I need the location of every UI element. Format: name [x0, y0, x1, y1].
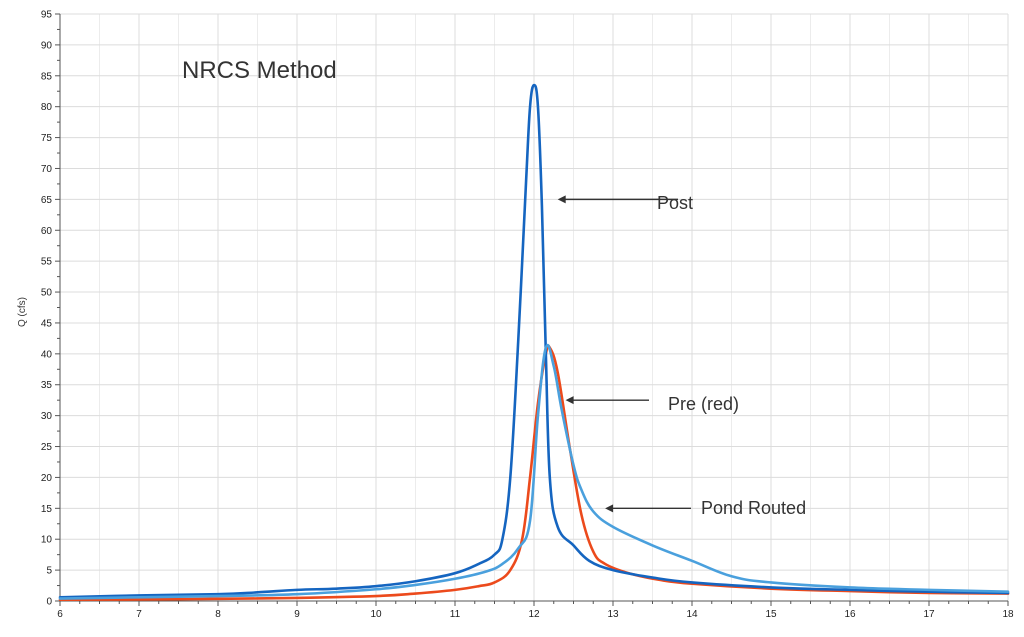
y-tick-label: 35	[41, 380, 53, 391]
post-annotation-arrow-head	[557, 195, 566, 204]
y-tick-label: 95	[41, 10, 53, 21]
x-tick-label: 14	[686, 609, 698, 620]
series-layer	[58, 83, 1010, 602]
x-tick-label: 16	[844, 609, 856, 620]
x-tick-label: 15	[765, 609, 777, 620]
y-tick-label: 85	[41, 71, 53, 82]
axis-layer: 0 5 10 15 20 25 30 35 40 45 50 55 60 65 70 75 80 85 90 95 6 7…	[41, 10, 1014, 621]
pond-routed-annotation-arrow-head	[605, 504, 614, 513]
y-axis-label: Q (cfs)	[17, 297, 28, 327]
y-tick-label: 40	[41, 349, 53, 360]
y-tick-label: 60	[41, 226, 53, 237]
x-tick-label: 6	[57, 609, 63, 620]
x-tick-label: 9	[294, 609, 300, 620]
pond-routed-annotation-label: Pond Routed	[701, 498, 806, 518]
y-tick-label: 0	[46, 597, 52, 608]
x-tick-label: 12	[528, 609, 540, 620]
post-series-line	[58, 83, 1010, 599]
pond-routed-series-line	[58, 343, 1010, 600]
y-tick-label: 45	[41, 318, 53, 329]
y-tick-label: 90	[41, 40, 53, 51]
y-tick-label: 30	[41, 411, 53, 422]
pre-annotation-arrow-head	[565, 396, 574, 405]
y-tick-label: 5	[46, 566, 52, 577]
y-tick-label: 75	[41, 133, 53, 144]
y-tick-label: 80	[41, 102, 53, 113]
x-tick-label: 13	[607, 609, 619, 620]
y-tick-label: 70	[41, 164, 53, 175]
x-tick-label: 17	[923, 609, 935, 620]
x-tick-label: 18	[1002, 609, 1014, 620]
y-tick-label: 20	[41, 473, 53, 484]
x-tick-label: 11	[450, 609, 461, 620]
y-tick-label: 65	[41, 195, 53, 206]
y-tick-label: 15	[41, 504, 53, 515]
y-tick-label: 10	[41, 535, 53, 546]
chart-title: NRCS Method	[182, 57, 337, 84]
y-tick-label: 25	[41, 442, 53, 453]
x-tick-label: 10	[370, 609, 382, 620]
pre-annotation-label: Pre (red)	[668, 394, 739, 414]
grid-layer	[59, 13, 1009, 602]
y-tick-label: 55	[41, 257, 53, 268]
annotation-layer: Post Pre (red) Pond Routed	[557, 193, 806, 518]
post-annotation-label: Post	[657, 193, 693, 213]
y-tick-label: 50	[41, 288, 53, 299]
x-tick-label: 8	[215, 609, 221, 620]
x-tick-label: 7	[136, 609, 142, 620]
